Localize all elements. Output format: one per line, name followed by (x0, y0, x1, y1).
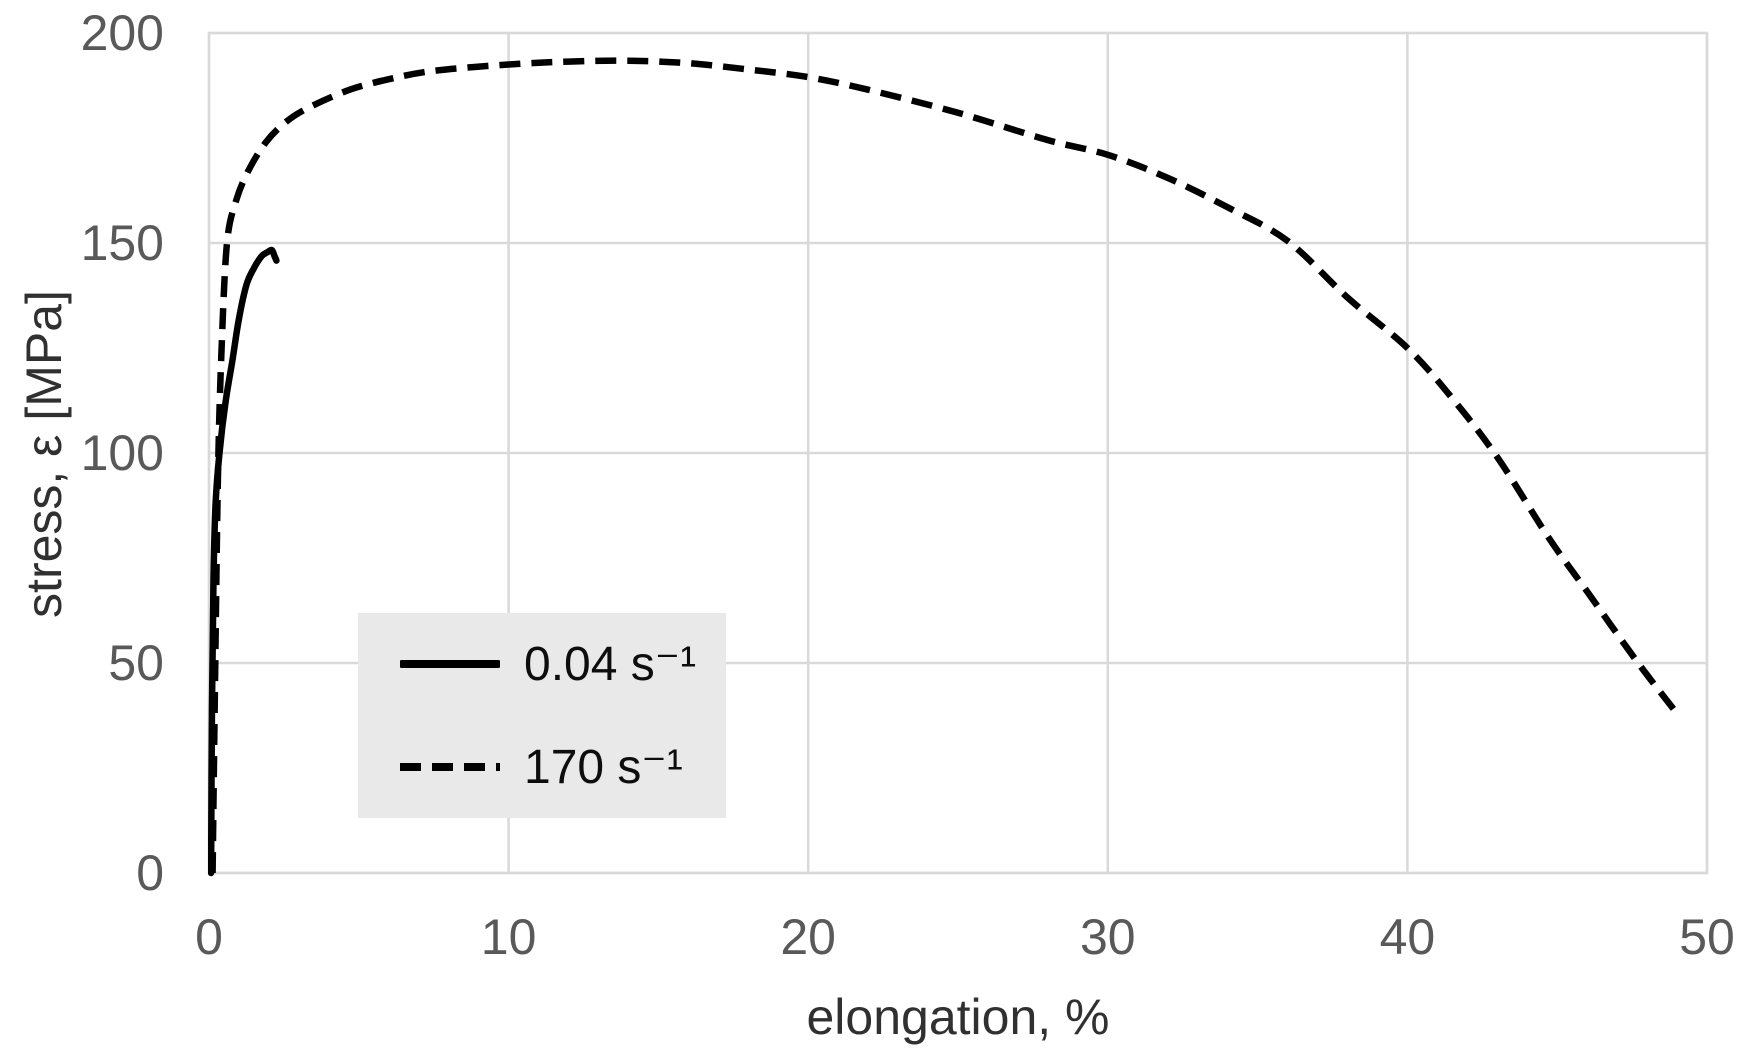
legend: 0.04 s⁻¹ 170 s⁻¹ (358, 613, 726, 818)
x-tick-label: 50 (1679, 909, 1735, 965)
legend-label: 0.04 s⁻¹ (524, 638, 697, 692)
x-tick-label: 40 (1379, 909, 1436, 965)
curve-dashed (209, 57, 1680, 874)
legend-entry-solid: 0.04 s⁻¹ (358, 613, 726, 716)
y-tick-label: 150 (80, 215, 164, 271)
legend-label: 170 s⁻¹ (524, 740, 683, 794)
x-tick-label: 30 (1079, 909, 1136, 965)
x-tick-label: 20 (780, 909, 836, 965)
solid-line-icon (400, 660, 500, 669)
x-tick-label: 0 (195, 909, 223, 965)
legend-entry-dashed: 170 s⁻¹ (358, 716, 726, 819)
x-axis-title: elongation, % (806, 989, 1110, 1045)
plot-border (207, 31, 1709, 875)
y-tick-label: 50 (108, 635, 164, 691)
curves (208, 57, 1680, 877)
y-tick-label: 100 (80, 425, 164, 481)
y-tick-label: 0 (136, 845, 164, 901)
y-tick-label: 200 (80, 5, 164, 61)
x-tick-label: 10 (480, 909, 537, 965)
dashed-line-icon (400, 762, 500, 771)
